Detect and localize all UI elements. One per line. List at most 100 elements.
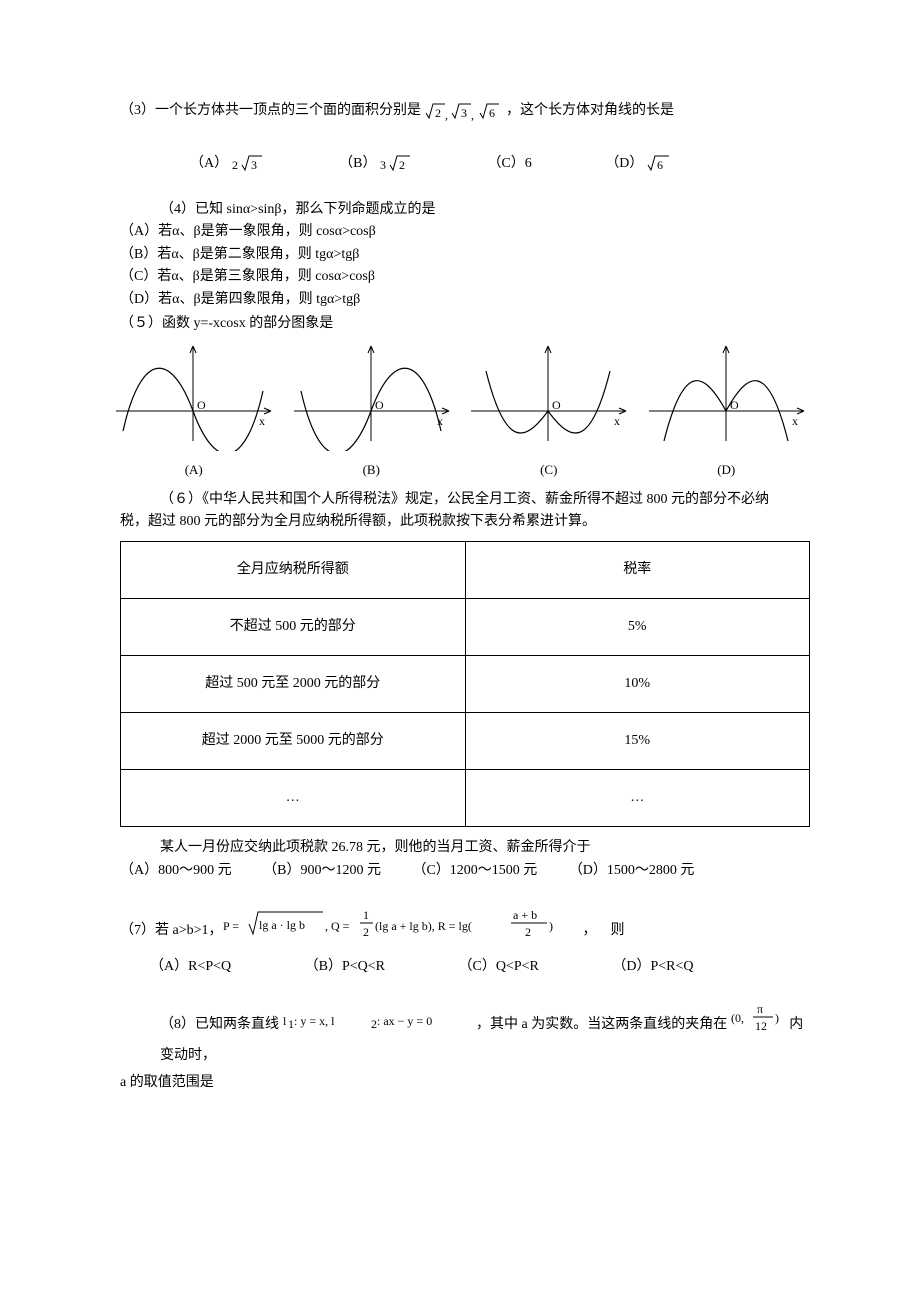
graph-a-svg: O x [111,341,276,451]
svg-text:3: 3 [380,158,386,172]
tax-row-2: 超过 500 元至 2000 元的部分 10% [121,656,810,713]
q8-text-b: ，其中 a 为实数。当这两条直线的夹角在 [476,1017,727,1032]
question-3: （3）一个长方体共一顶点的三个面的面积分别是 2, 3, 6 ，这个长方体对角线… [120,100,810,123]
question-5-stem: （５）函数 y=-xcosx 的部分图象是 [120,313,810,335]
svg-text:l: l [283,1014,287,1028]
svg-text:2: 2 [435,106,441,120]
q5-graphs: O x (A) O x (B) [110,341,810,480]
svg-text:(lg a + lg b), R = lg(: (lg a + lg b), R = lg( [375,919,472,933]
svg-text:π: π [757,1002,763,1016]
q7-options: （A）R<P<Q （B）P<Q<R （C）Q<P<R （D）P<R<Q [120,956,810,978]
question-7: （7）若 a>b>1， P = lg a · lg b , Q = 1 2 (l… [120,902,810,942]
tax-row-3: 超过 2000 元至 5000 元的部分 15% [121,713,810,770]
svg-text:12: 12 [755,1019,767,1033]
q7-pqr-formula: P = lg a · lg b , Q = 1 2 (lg a + lg b),… [223,902,583,942]
q7-opt-a: （A）R<P<Q [150,956,231,978]
q4-opt-a: （A）若α、β是第一象限角，则 cosα>cosβ [120,221,810,243]
svg-text:): ) [775,1011,779,1025]
svg-text:2: 2 [363,925,369,939]
tax-row-1: 不超过 500 元的部分 5% [121,599,810,656]
tax-r2-c1: 超过 500 元至 2000 元的部分 [121,656,466,713]
q7-opt-c: （C）Q<P<R [459,956,539,978]
q3-opt-c: （C）6 [487,153,531,175]
svg-text:: y = x, l: : y = x, l [294,1014,335,1028]
q3-opt-b: （B） 3 2 [339,153,414,175]
svg-text:,: , [445,108,448,122]
svg-text:O: O [730,398,739,412]
q7-opt-b: （B）P<Q<R [305,956,385,978]
sqrt6-formula: 6 [647,153,671,173]
svg-text:): ) [549,919,553,933]
svg-text:O: O [552,398,561,412]
svg-text:: ax − y = 0: : ax − y = 0 [377,1014,432,1028]
graph-b-svg: O x [289,341,454,451]
q4-opt-c: （C）若α、β是第三象限角，则 cosα>cosβ [120,266,810,288]
graph-b-label: (B) [288,460,456,481]
svg-text:3: 3 [461,106,467,120]
tax-r1-c1: 不超过 500 元的部分 [121,599,466,656]
q6-options: （A）800～900 元 （B）900～1200 元 （C）1200～1500 … [120,860,810,882]
q3-options: （A） 2 3 （B） 3 2 （C）6 （D） 6 [120,153,810,175]
tax-r2-c2: 10% [465,656,810,713]
svg-text:3: 3 [251,158,257,172]
svg-text:6: 6 [489,106,495,120]
q4-opt-b: （B）若α、β是第二象限角，则 tgα>tgβ [120,244,810,266]
q7-suffix: ， 则 [583,920,625,942]
q5-graph-c: O x (C) [465,341,633,480]
q8-text-a: （8）已知两条直线 [160,1017,279,1032]
question-4-stem: （4）已知 sinα>sinβ，那么下列命题成立的是 [120,199,810,221]
tax-r3-c2: 15% [465,713,810,770]
q3-text-after: ，这个长方体对角线的长是 [506,103,674,118]
q6-opt-c: （C）1200～1500 元 [412,860,537,882]
q3-opt-a: （A） 2 3 [190,153,266,175]
question-6-stem-1: （６）《中华人民共和国个人所得税法》规定，公民全月工资、薪金所得不超过 800 … [120,489,810,511]
q4-options: （A）若α、β是第一象限角，则 cosα>cosβ （B）若α、β是第二象限角，… [120,221,810,311]
q7-prefix: （7）若 a>b>1， [120,920,223,942]
tax-r4-c1: … [121,770,466,827]
svg-text:a + b: a + b [513,908,537,922]
q6-after-text: 某人一月份应交纳此项税款 26.78 元，则他的当月工资、薪金所得介于 [120,837,810,859]
tax-header-col1: 全月应纳税所得额 [121,542,466,599]
q5-graph-b: O x (B) [288,341,456,480]
two-sqrt3-formula: 2 3 [232,153,266,173]
tax-row-4: … … [121,770,810,827]
question-8-line1: （8）已知两条直线 l1 : y = x, l2 : ax − y = 0 ，其… [120,1000,810,1072]
svg-text:6: 6 [657,158,663,172]
svg-text:O: O [375,398,384,412]
q5-graph-d: O x (D) [643,341,811,480]
svg-text:P =: P = [223,919,239,933]
graph-c-label: (C) [465,460,633,481]
q6-opt-d: （D）1500～2800 元 [569,860,695,882]
question-8-line2: a 的取值范围是 [120,1072,810,1094]
svg-text:lg a · lg b: lg a · lg b [259,918,305,932]
svg-text:2: 2 [525,925,531,939]
q3-text-before: （3）一个长方体共一顶点的三个面的面积分别是 [120,103,421,118]
graph-d-label: (D) [643,460,811,481]
svg-text:2: 2 [232,158,238,172]
q3-opt-d: （D） 6 [605,153,671,175]
svg-text:1: 1 [363,908,369,922]
q4-opt-d: （D）若α、β是第四象限角，则 tgα>tgβ [120,289,810,311]
svg-text:,: , [471,108,474,122]
svg-text:x: x [792,414,798,428]
q5-graph-a: O x (A) [110,341,278,480]
svg-text:x: x [259,414,265,428]
question-6-stem-2: 税，超过 800 元的部分为全月应纳税所得额，此项税款按下表分希累进计算。 [120,511,810,533]
three-sqrt2-formula: 3 2 [380,153,414,173]
tax-header-col2: 税率 [465,542,810,599]
graph-a-label: (A) [110,460,278,481]
tax-table: 全月应纳税所得额 税率 不超过 500 元的部分 5% 超过 500 元至 20… [120,541,810,827]
tax-header-row: 全月应纳税所得额 税率 [121,542,810,599]
tax-r3-c1: 超过 2000 元至 5000 元的部分 [121,713,466,770]
svg-text:(0,: (0, [731,1011,744,1025]
graph-c-svg: O x [466,341,631,451]
q7-opt-d: （D）P<R<Q [612,956,693,978]
q8-lines-formula: l1 : y = x, l2 : ax − y = 0 [283,1011,473,1031]
svg-text:x: x [437,414,443,428]
q6-opt-b: （B）900～1200 元 [263,860,381,882]
q6-opt-a: （A）800～900 元 [120,860,232,882]
tax-r4-c2: … [465,770,810,827]
svg-text:O: O [197,398,206,412]
svg-text:x: x [614,414,620,428]
tax-r1-c2: 5% [465,599,810,656]
